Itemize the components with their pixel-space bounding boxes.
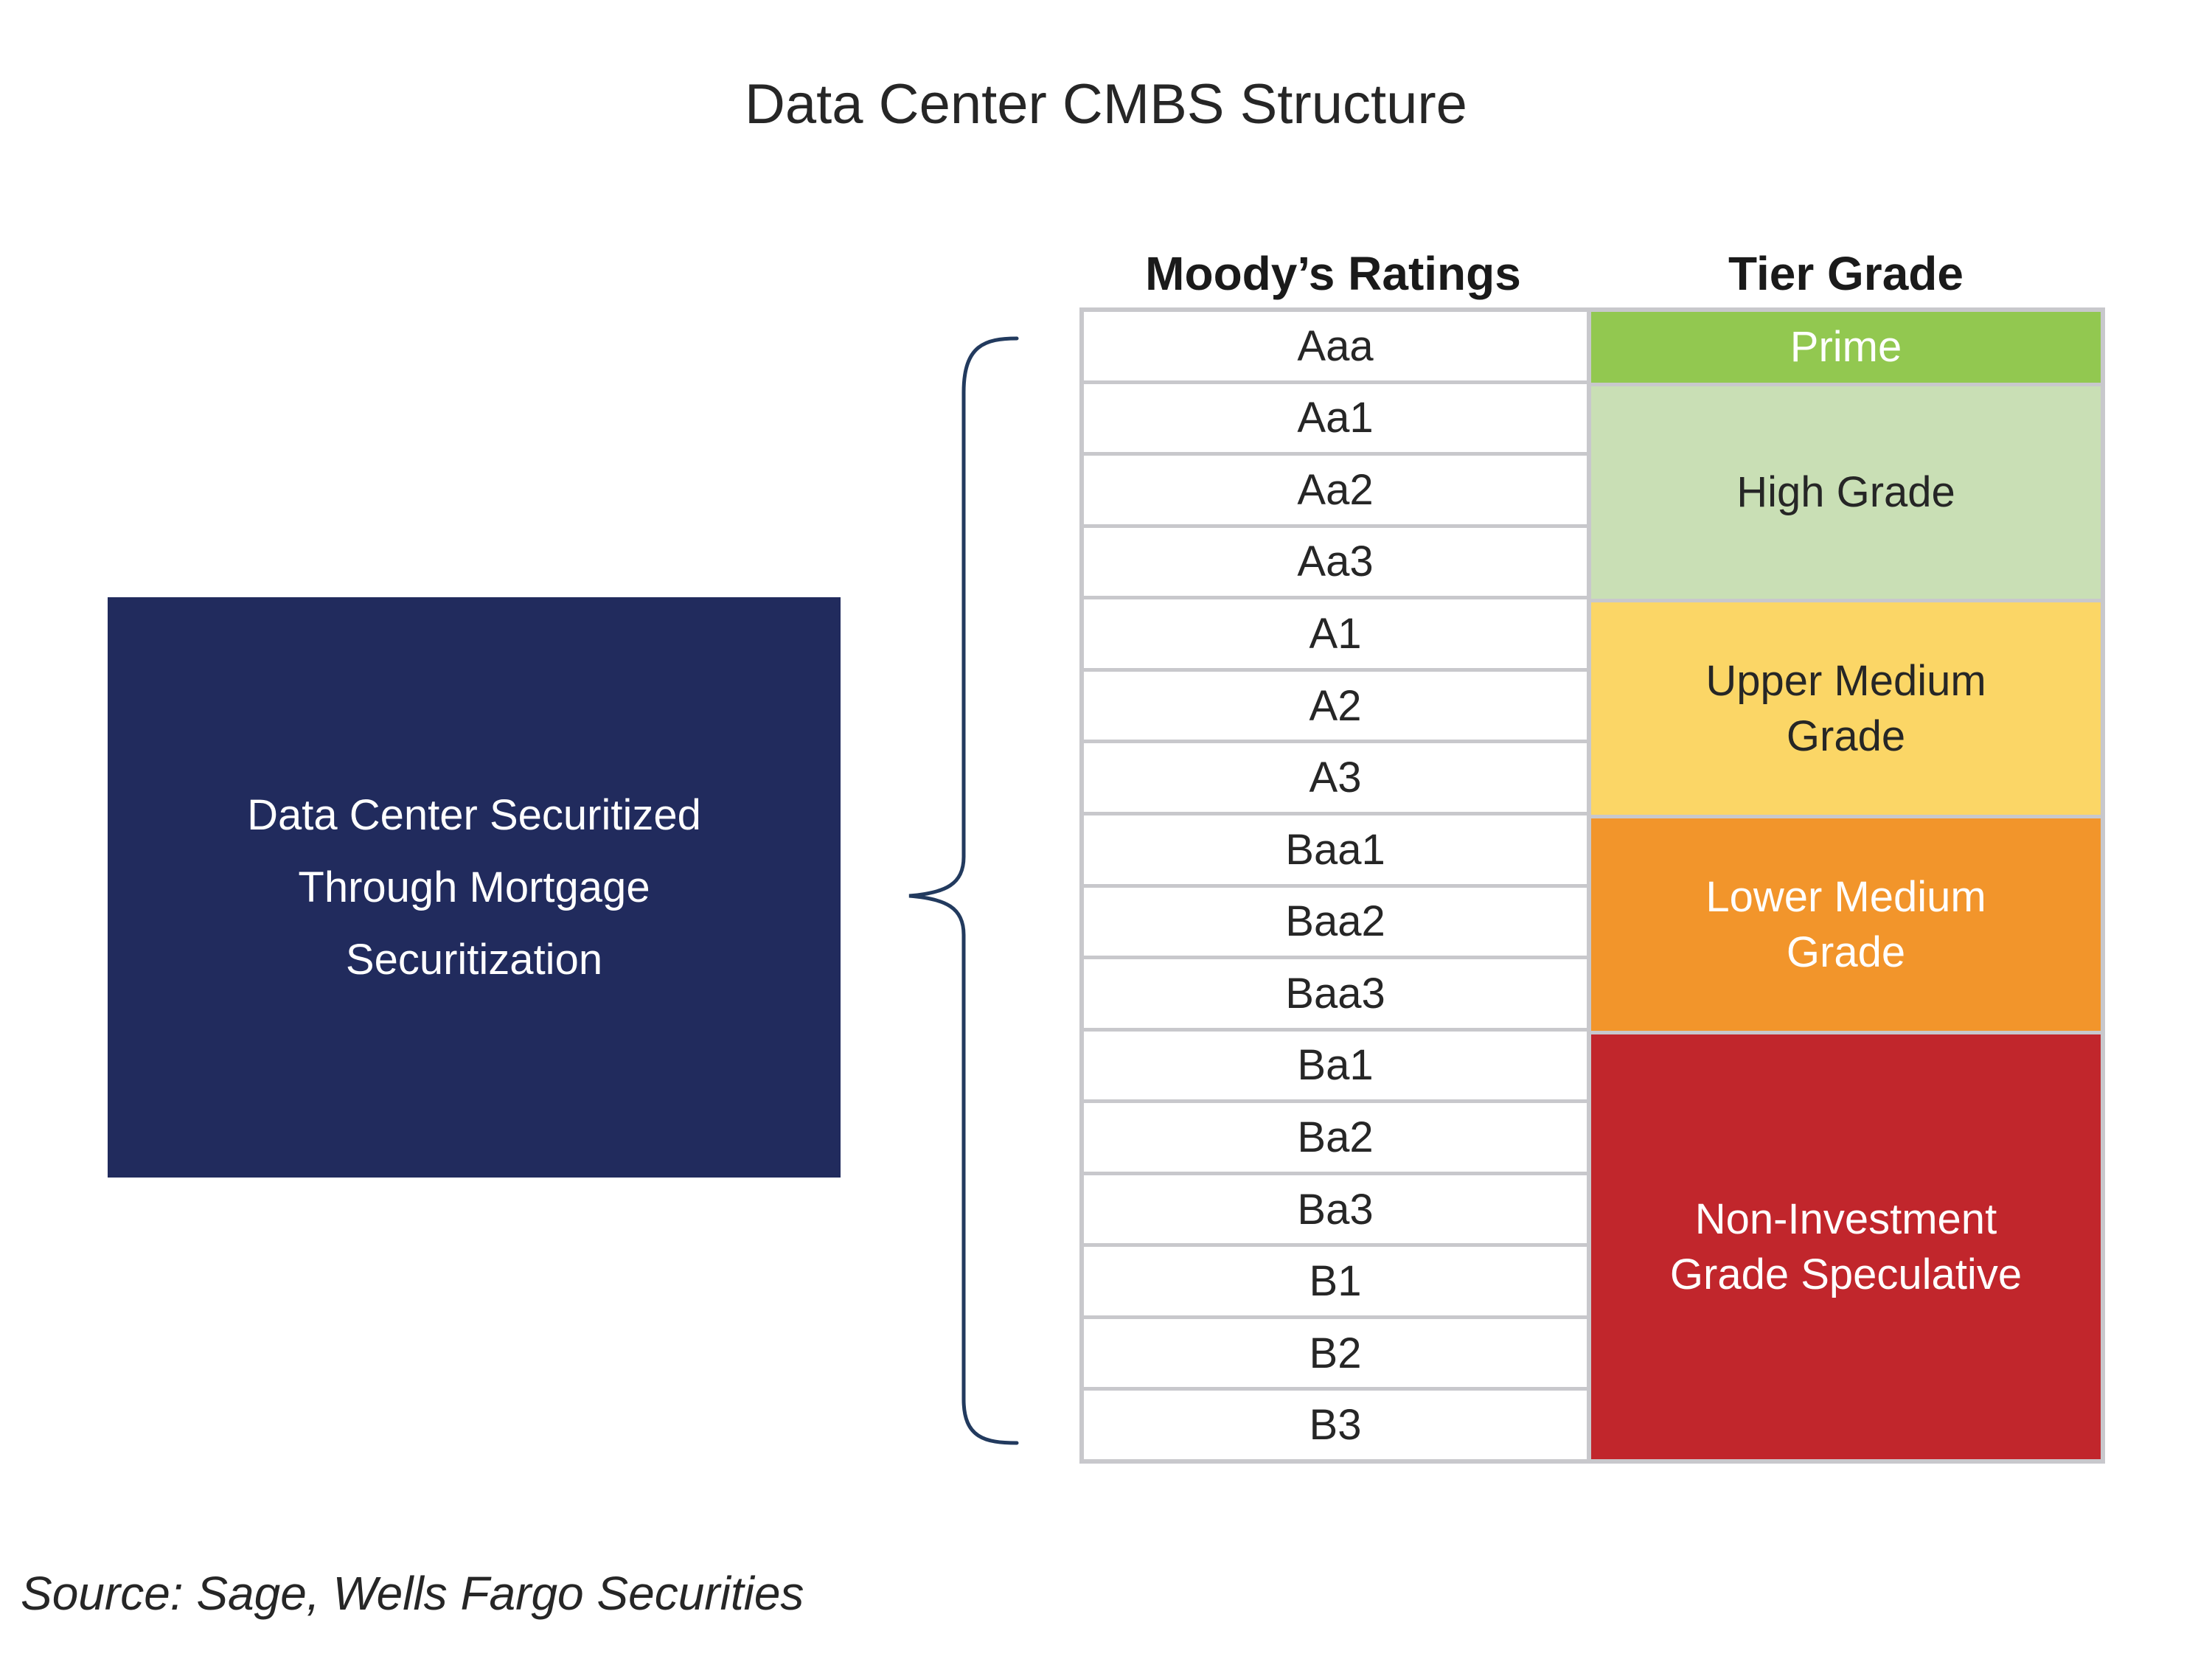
moodys-ratings-column: Aaa Aa1 Aa2 Aa3 A1 A2 A3 Baa1 Baa2 Baa3 Ba1 Ba2 Ba3 B… xyxy=(1084,312,1591,1459)
rating-cell-B3: B3 xyxy=(1084,1391,1587,1459)
securitization-box-line-2: Through Mortgage xyxy=(298,863,650,911)
rating-cell-Baa1: Baa1 xyxy=(1084,815,1587,888)
rating-cell-Aa1: Aa1 xyxy=(1084,383,1587,456)
page-title: Data Center CMBS Structure xyxy=(745,73,1467,136)
rating-cell-Baa3: Baa3 xyxy=(1084,959,1587,1032)
rating-cell-A2: A2 xyxy=(1084,671,1587,744)
tier-label: Lower Medium Grade xyxy=(1705,872,1986,976)
tier-label: High Grade xyxy=(1736,468,1955,517)
column-header-tier-grade: Tier Grade xyxy=(1728,247,1964,300)
tier-block-lower-medium-grade: Lower Medium Grade xyxy=(1591,818,2101,1034)
tier-label: Non-Investment Grade Speculative xyxy=(1669,1194,2023,1298)
source-note: Source: Sage, Wells Fargo Securities xyxy=(21,1567,804,1620)
rating-cell-Ba3: Ba3 xyxy=(1084,1175,1587,1248)
rating-cell-Ba2: Ba2 xyxy=(1084,1103,1587,1175)
tier-block-high-grade: High Grade xyxy=(1591,386,2101,602)
ratings-tier-table: Aaa Aa1 Aa2 Aa3 A1 A2 A3 Baa1 Baa2 Baa3 Ba1 Ba2 Ba3 B… xyxy=(1079,307,2105,1464)
rating-cell-Ba1: Ba1 xyxy=(1084,1031,1587,1104)
column-header-moodys-ratings: Moody’s Ratings xyxy=(1145,247,1521,300)
tier-label: Upper Medium Grade xyxy=(1705,656,1986,760)
rating-cell-Aaa: Aaa xyxy=(1084,312,1587,384)
rating-cell-B2: B2 xyxy=(1084,1318,1587,1391)
tier-block-non-investment-grade-speculative: Non-Investment Grade Speculative xyxy=(1591,1034,2101,1459)
tier-label: Prime xyxy=(1790,323,1902,372)
rating-cell-A3: A3 xyxy=(1084,743,1587,815)
rating-cell-Aa2: Aa2 xyxy=(1084,456,1587,528)
securitization-box-line-3: Securitization xyxy=(345,935,603,984)
securitization-box: Data Center Securitized Through Mortgage… xyxy=(108,597,841,1178)
tier-block-prime: Prime xyxy=(1591,312,2101,386)
tier-block-upper-medium-grade: Upper Medium Grade xyxy=(1591,602,2101,818)
rating-cell-Aa3: Aa3 xyxy=(1084,527,1587,600)
securitization-box-line-1: Data Center Securitized xyxy=(247,790,701,839)
rating-cell-Baa2: Baa2 xyxy=(1084,887,1587,960)
rating-cell-B1: B1 xyxy=(1084,1247,1587,1319)
tier-grade-column: Prime High Grade Upper Medium Grade Lower Me… xyxy=(1591,312,2101,1459)
rating-cell-A1: A1 xyxy=(1084,599,1587,672)
